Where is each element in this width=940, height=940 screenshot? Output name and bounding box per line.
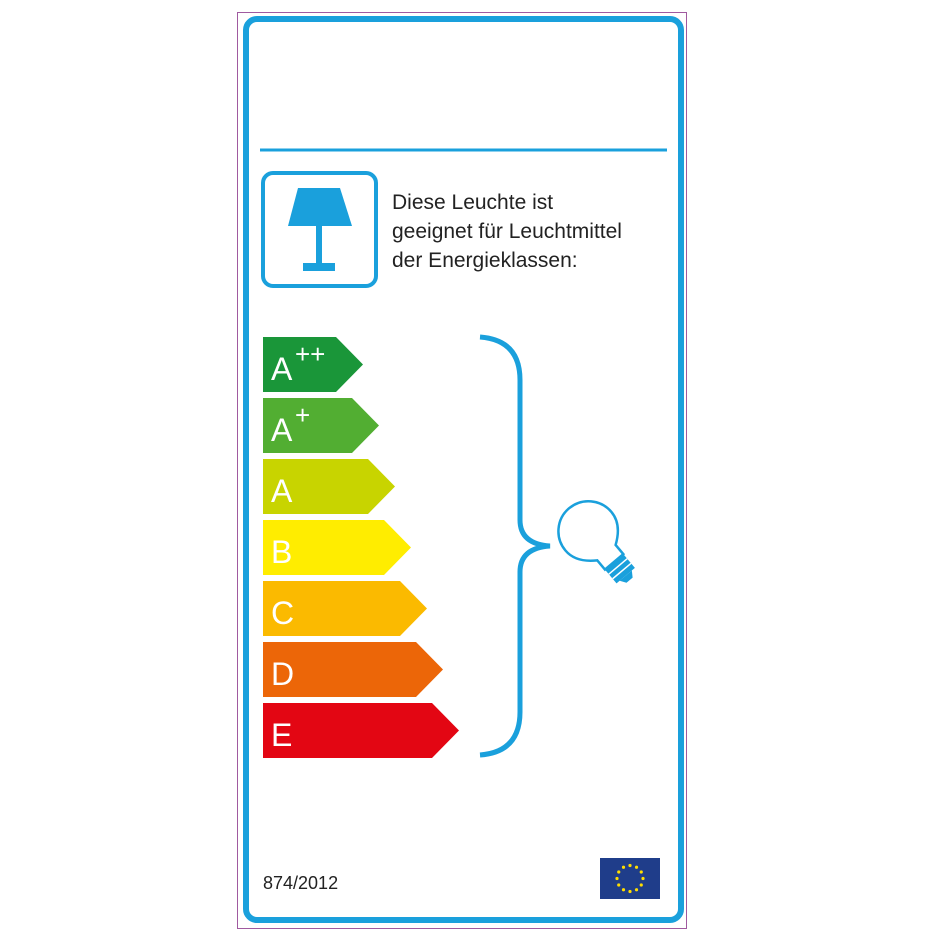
energy-class-superscript: + [295, 400, 310, 430]
eu-star [615, 876, 619, 881]
energy-class-d: D [263, 642, 443, 697]
energy-class-e: E [263, 703, 459, 758]
regulation-number: 874/2012 [263, 873, 339, 893]
energy-class-c: C [263, 581, 427, 636]
eu-star [639, 883, 643, 887]
energy-class-arrow [263, 398, 379, 453]
energy-class-arrow [263, 581, 427, 636]
energy-class-arrow [263, 642, 443, 697]
eu-star [634, 888, 639, 892]
eu-star [639, 870, 643, 874]
eu-star [621, 865, 626, 869]
eu-star [628, 889, 632, 894]
energy-class-letter: A [271, 473, 293, 509]
eu-star [641, 876, 645, 881]
energy-class-arrow [263, 337, 363, 392]
energy-class-letter: A [271, 412, 293, 448]
eu-star [617, 883, 621, 887]
intro-line: geeignet für Leuchtmittel [392, 220, 622, 243]
light-bulb-icon [557, 499, 635, 584]
energy-class-letter: D [271, 656, 294, 692]
energy-class-arrow [263, 703, 459, 758]
energy-label-frame [243, 16, 684, 923]
intro-line: der Energieklassen: [392, 249, 578, 272]
energy-class-letter: A [271, 351, 293, 387]
energy-class-aplusplus: A ++ [263, 337, 363, 392]
energy-class-superscript: ++ [295, 339, 325, 369]
energy-class-a: A [263, 459, 395, 514]
eu-star [634, 865, 639, 869]
eu-flag-icon [600, 858, 660, 899]
energy-class-aplus: A + [263, 398, 379, 453]
energy-class-arrow [263, 459, 395, 514]
label-outer-border [237, 12, 687, 929]
eu-star [628, 863, 632, 868]
eu-star [621, 888, 626, 892]
bracket [479, 334, 551, 758]
energy-class-letter: C [271, 595, 294, 631]
eu-star [617, 870, 621, 874]
energy-class-arrow [263, 520, 411, 575]
intro-line: Diese Leuchte ist [392, 191, 554, 214]
energy-class-b: B [263, 520, 411, 575]
table-lamp-icon [261, 171, 378, 288]
energy-class-letter: E [271, 717, 292, 753]
intro-text: Diese Leuchte ist geeignet für Leuchtmit… [392, 188, 622, 275]
energy-class-letter: B [271, 534, 292, 570]
